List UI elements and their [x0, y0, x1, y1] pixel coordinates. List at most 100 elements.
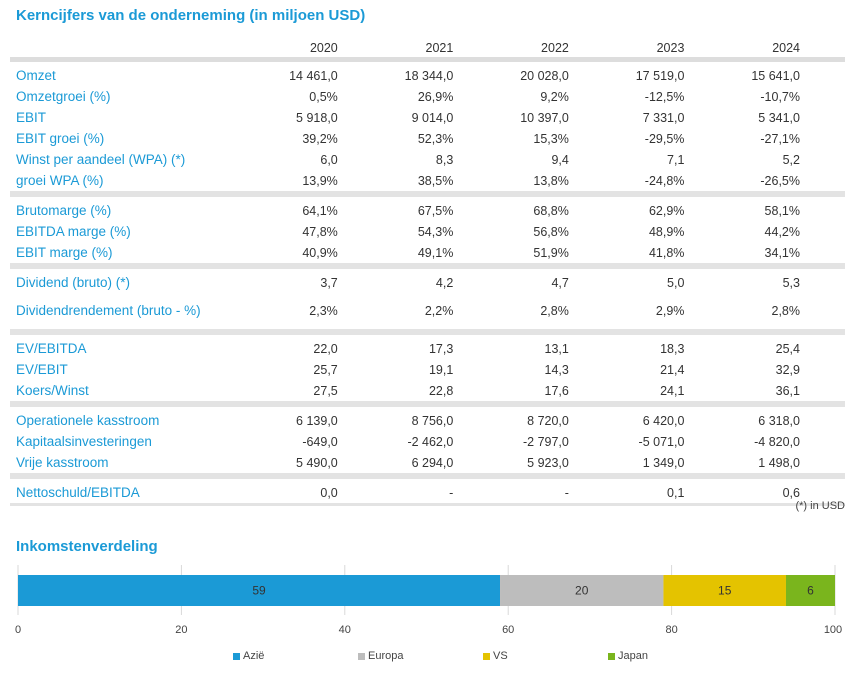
value-cell: -24,8% — [613, 170, 730, 197]
value-cell: 41,8% — [613, 242, 730, 269]
value-cell: 6 318,0 — [758, 413, 800, 428]
value-cell: 6,0 — [320, 152, 338, 167]
bar-segment — [663, 575, 786, 606]
row-label: Brutomarge (%) — [16, 202, 112, 218]
value-cell: 5,2 — [782, 152, 800, 167]
value-cell: 17,6 — [498, 380, 614, 407]
value-cell: 27,5 — [267, 380, 383, 407]
row-label: EBIT groei (%) — [16, 130, 105, 146]
table-row: Operationele kasstroom 6 139,0 8 756,0 8 72… — [10, 404, 845, 431]
value-cell: 6 294,0 — [382, 452, 499, 479]
bar-segment — [785, 575, 835, 606]
value-cell: 5 490,0 — [267, 452, 383, 479]
table-row: EBIT 5 918,0 9 014,0 10 397,0 7 331,0 5 341,0 — [10, 107, 845, 128]
value-cell: 5 923,0 — [498, 452, 614, 479]
table-row: EBITDA marge (%) 47,8% 54,3% 56,8% 48,9% 44,2… — [10, 221, 845, 242]
value-cell: 7,1 — [667, 152, 685, 167]
value-cell: 62,9% — [648, 203, 685, 218]
legend-swatch — [358, 652, 365, 660]
table-row: Winst per aandeel (WPA) (*) 6,0 8,3 9,4 7,1 5… — [10, 149, 845, 170]
value-cell: -26,5% — [729, 170, 845, 197]
row-label: Dividendrendement (bruto - %) — [10, 293, 268, 335]
legend-item: Japan — [608, 650, 733, 662]
value-cell: 54,3% — [417, 224, 454, 239]
value-cell: -29,5% — [644, 131, 685, 146]
x-tick-label: 60 — [502, 624, 514, 636]
value-cell: 38,5% — [382, 170, 499, 197]
value-cell: 2,2% — [382, 293, 499, 335]
legend-item: VS — [483, 650, 608, 662]
value-cell: - — [382, 476, 499, 506]
value-cell: -27,1% — [760, 131, 800, 146]
row-label: Winst per aandeel (WPA) (*) — [16, 151, 186, 167]
x-tick-label: 0 — [15, 624, 21, 636]
table-body: Omzet 14 461,0 18 344,0 20 028,0 17 519,0 15 … — [10, 60, 845, 506]
value-cell: 0,5% — [309, 89, 338, 104]
year-header: 2022 — [541, 40, 569, 55]
value-cell: 6 420,0 — [642, 413, 685, 428]
x-tick-label: 100 — [824, 624, 842, 636]
value-cell: 36,1 — [729, 380, 845, 407]
row-label: groei WPA (%) — [10, 170, 268, 197]
value-cell: 67,5% — [417, 203, 454, 218]
table-row: Nettoschuld/EBITDA 0,0- -0,1 0,6 — [10, 476, 845, 506]
key-figures-table: 2020 2021 2022 2023 2024 Omzet 14 461,0 18… — [10, 38, 845, 506]
value-cell: 6 139,0 — [296, 413, 338, 428]
data-label: 6 — [807, 584, 814, 598]
value-cell: 9,2% — [540, 89, 569, 104]
row-label: Dividend (bruto) (*) — [16, 274, 131, 290]
table-row: Koers/Winst 27,5 22,8 17,6 24,1 36,1 — [10, 380, 845, 407]
legend-label: Azië — [243, 650, 265, 662]
value-cell: 15 641,0 — [751, 68, 800, 83]
value-cell: 0,0 — [267, 476, 383, 506]
value-cell: 40,9% — [267, 242, 383, 269]
row-label: Nettoschuld/EBITDA — [10, 476, 268, 506]
value-cell: 8 756,0 — [411, 413, 454, 428]
value-cell: 9,4 — [551, 152, 569, 167]
value-cell: 13,1 — [544, 341, 569, 356]
value-cell: -2 797,0 — [522, 434, 569, 449]
table-row: Omzetgroei (%) 0,5% 26,9% 9,2% -12,5% -10,7% — [10, 86, 845, 107]
x-tick-label: 40 — [339, 624, 351, 636]
value-cell: 56,8% — [533, 224, 569, 239]
value-cell: 18 344,0 — [404, 68, 454, 83]
value-cell: 0,6 — [729, 476, 845, 506]
legend-swatch — [483, 652, 490, 660]
value-cell: 32,9 — [775, 362, 800, 377]
value-cell: 19,1 — [428, 362, 454, 377]
table-row: Dividendrendement (bruto - %) 2,3% 2,2% 2,8… — [10, 293, 845, 335]
value-cell: -2 462,0 — [407, 434, 454, 449]
value-cell: 49,1% — [382, 242, 499, 269]
legend-item: Europa — [358, 650, 483, 662]
row-label: Operationele kasstroom — [16, 412, 160, 428]
header-label-cell — [10, 38, 267, 60]
bar-segment — [18, 575, 501, 606]
value-cell: 2,8% — [498, 293, 614, 335]
value-cell: - — [498, 476, 614, 506]
legend-label: Japan — [618, 650, 648, 662]
value-cell: 4,7 — [551, 275, 569, 290]
table-row: Kapitaalsinvesteringen -649,0 -2 462,0 -2 7… — [10, 431, 845, 452]
year-header: 2020 — [309, 40, 338, 55]
table-row: Omzet 14 461,0 18 344,0 20 028,0 17 519,0 15 … — [10, 60, 845, 87]
value-cell: 64,1% — [302, 203, 338, 218]
row-label: EV/EBIT — [16, 361, 68, 377]
row-label: Omzet — [16, 67, 56, 83]
value-cell: 25,7 — [313, 362, 338, 377]
value-cell: -10,7% — [760, 89, 800, 104]
bar-segment — [500, 575, 664, 606]
value-cell: 48,9% — [648, 224, 685, 239]
table-row: groei WPA (%) 13,9% 38,5% 13,8% -24,8% -26,5% — [10, 170, 845, 197]
row-label: Vrije kasstroom — [10, 452, 268, 479]
value-cell: 4,2 — [435, 275, 454, 290]
value-cell: -4 820,0 — [754, 434, 800, 449]
value-cell: 14,3 — [544, 362, 569, 377]
value-cell: 10 397,0 — [520, 110, 569, 125]
currency-note: (*) in USD — [795, 500, 845, 512]
value-cell: 8,3 — [435, 152, 454, 167]
chart-legend: Azië Europa VS Japan — [233, 650, 733, 662]
row-label: EBITDA marge (%) — [16, 223, 131, 239]
value-cell: 2,9% — [613, 293, 730, 335]
row-label: Omzetgroei (%) — [16, 88, 111, 104]
value-cell: 17 519,0 — [635, 68, 685, 83]
